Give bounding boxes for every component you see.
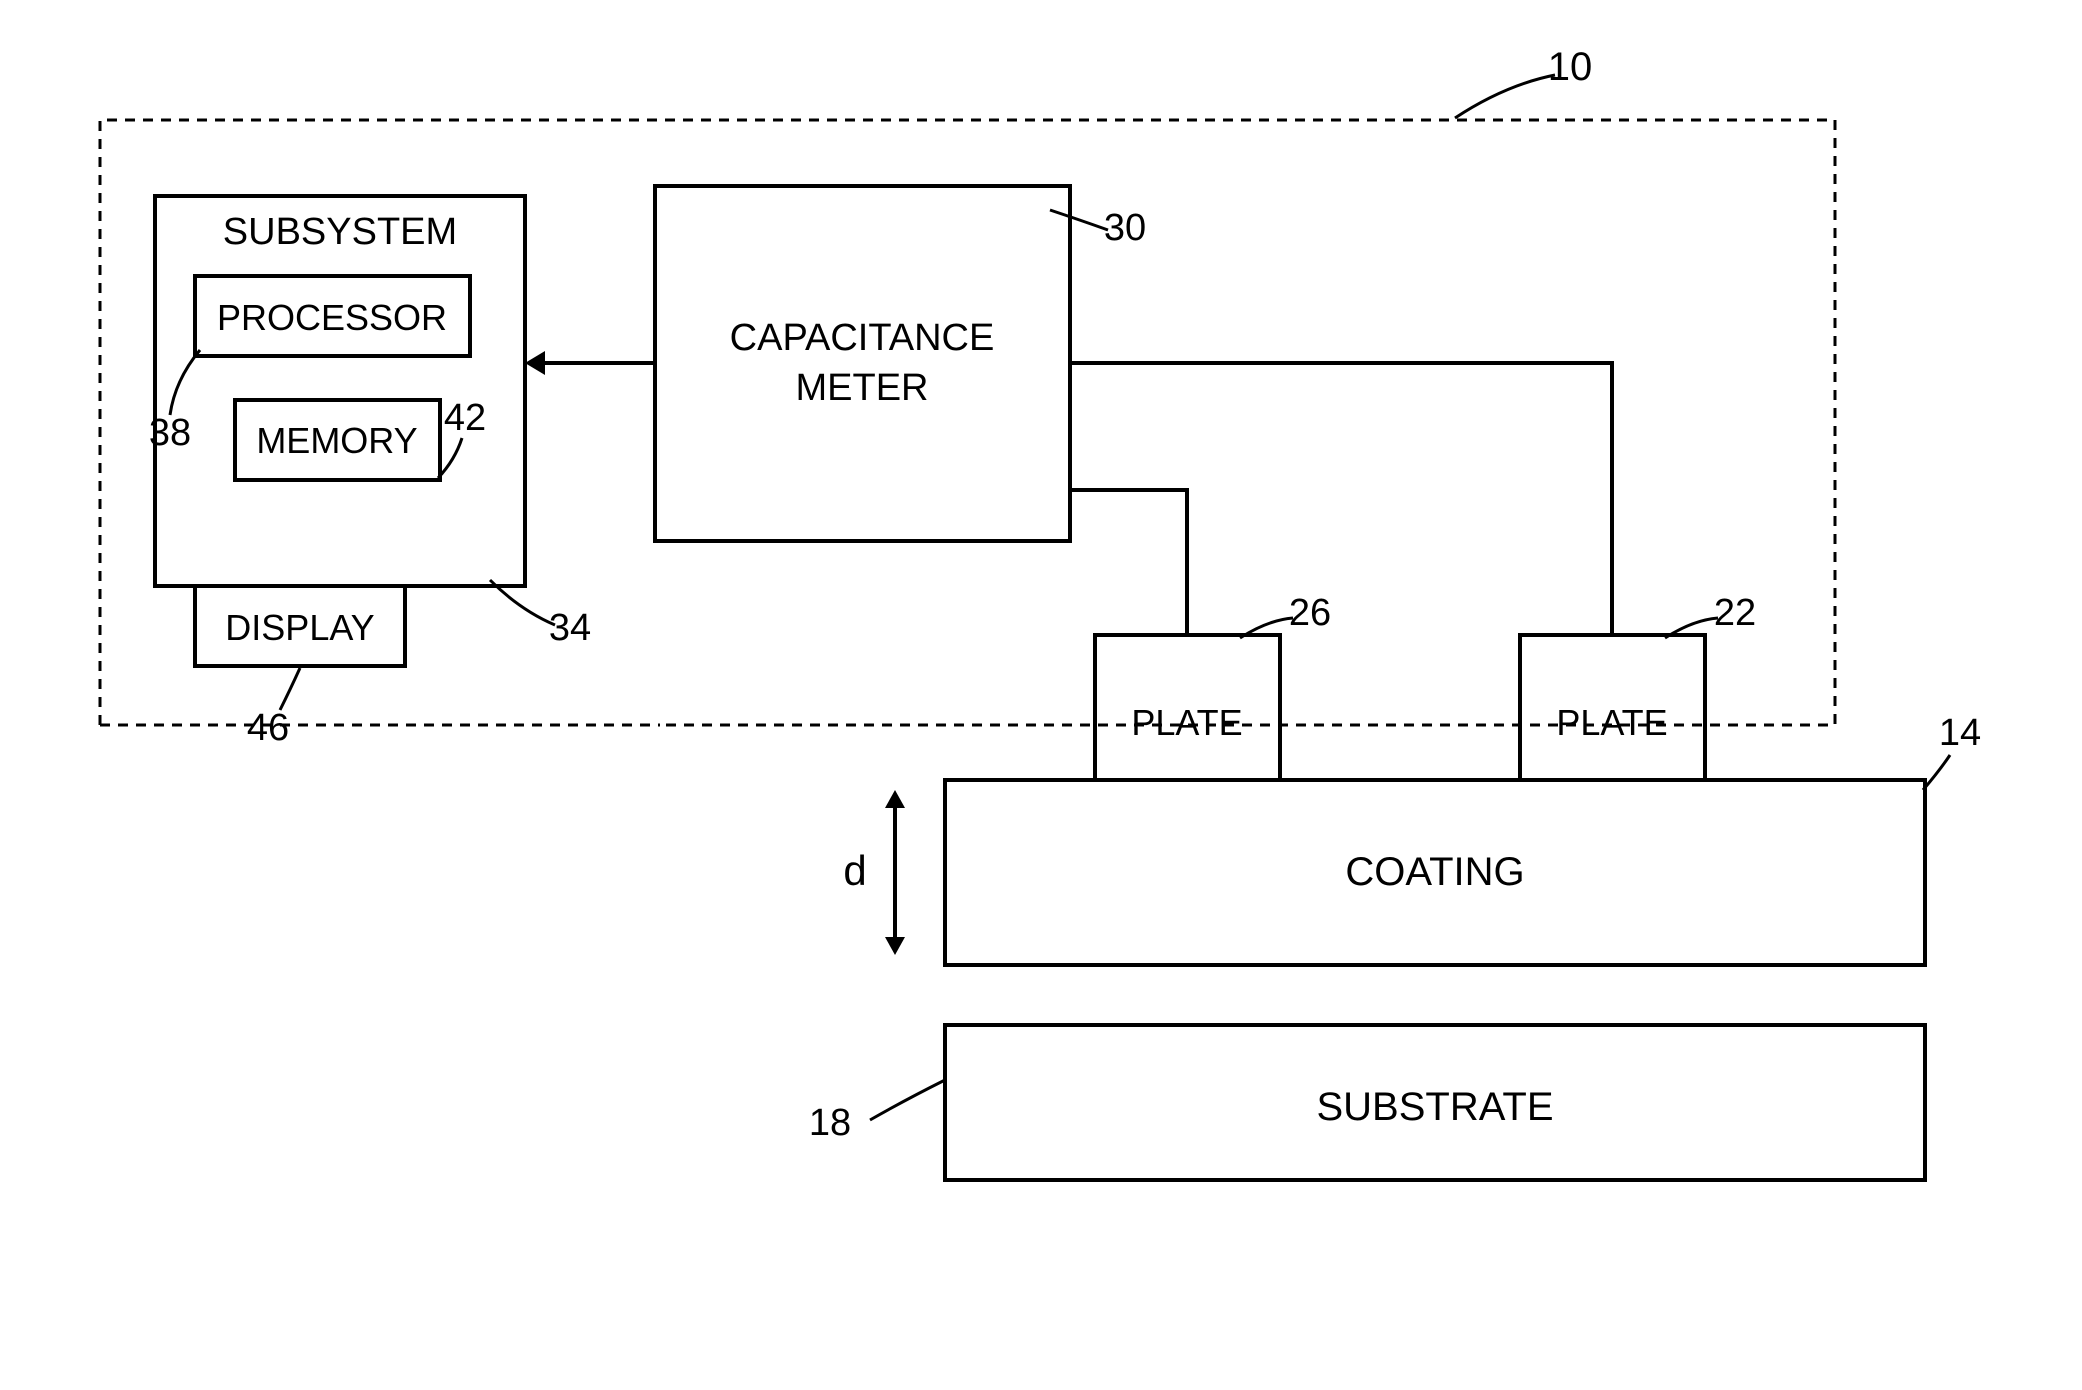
plate-left-label: PLATE (1131, 702, 1242, 743)
display-label: DISPLAY (225, 607, 374, 648)
cap-meter-box (655, 186, 1070, 541)
wire-meter-plate-left (1070, 490, 1187, 635)
dimension-d-arrow-down (885, 937, 905, 955)
ref-42: 42 (444, 397, 486, 439)
wire-meter-subsystem-arrow (525, 351, 545, 375)
ref-38: 38 (149, 412, 191, 454)
ref-14: 14 (1939, 712, 1981, 754)
wire-meter-plate-right (1070, 363, 1612, 635)
ref-38-leader (170, 350, 200, 415)
dimension-d-label: d (843, 847, 866, 894)
cap-meter-label-1: CAPACITANCE (730, 317, 995, 359)
ref-46-leader (280, 668, 300, 710)
ref-14-leader (1923, 755, 1950, 790)
memory-label: MEMORY (256, 420, 417, 461)
ref-18: 18 (809, 1102, 851, 1144)
subsystem-title: SUBSYSTEM (223, 211, 457, 253)
ref-22: 22 (1714, 592, 1756, 634)
subsystem-box (155, 196, 525, 586)
processor-label: PROCESSOR (217, 297, 447, 338)
ref-18-leader (870, 1080, 945, 1120)
dimension-d-arrow-up (885, 790, 905, 808)
ref-26: 26 (1289, 592, 1331, 634)
ref-46: 46 (247, 707, 289, 749)
plate-right-label: PLATE (1556, 702, 1667, 743)
coating-label: COATING (1345, 850, 1524, 894)
ref-30-leader (1050, 210, 1108, 230)
ref-30: 30 (1104, 207, 1146, 249)
ref-34: 34 (549, 607, 591, 649)
ref-10: 10 (1548, 45, 1593, 89)
ref-10-leader (1455, 75, 1555, 118)
cap-meter-label-2: METER (796, 367, 929, 409)
substrate-label: SUBSTRATE (1316, 1085, 1553, 1129)
